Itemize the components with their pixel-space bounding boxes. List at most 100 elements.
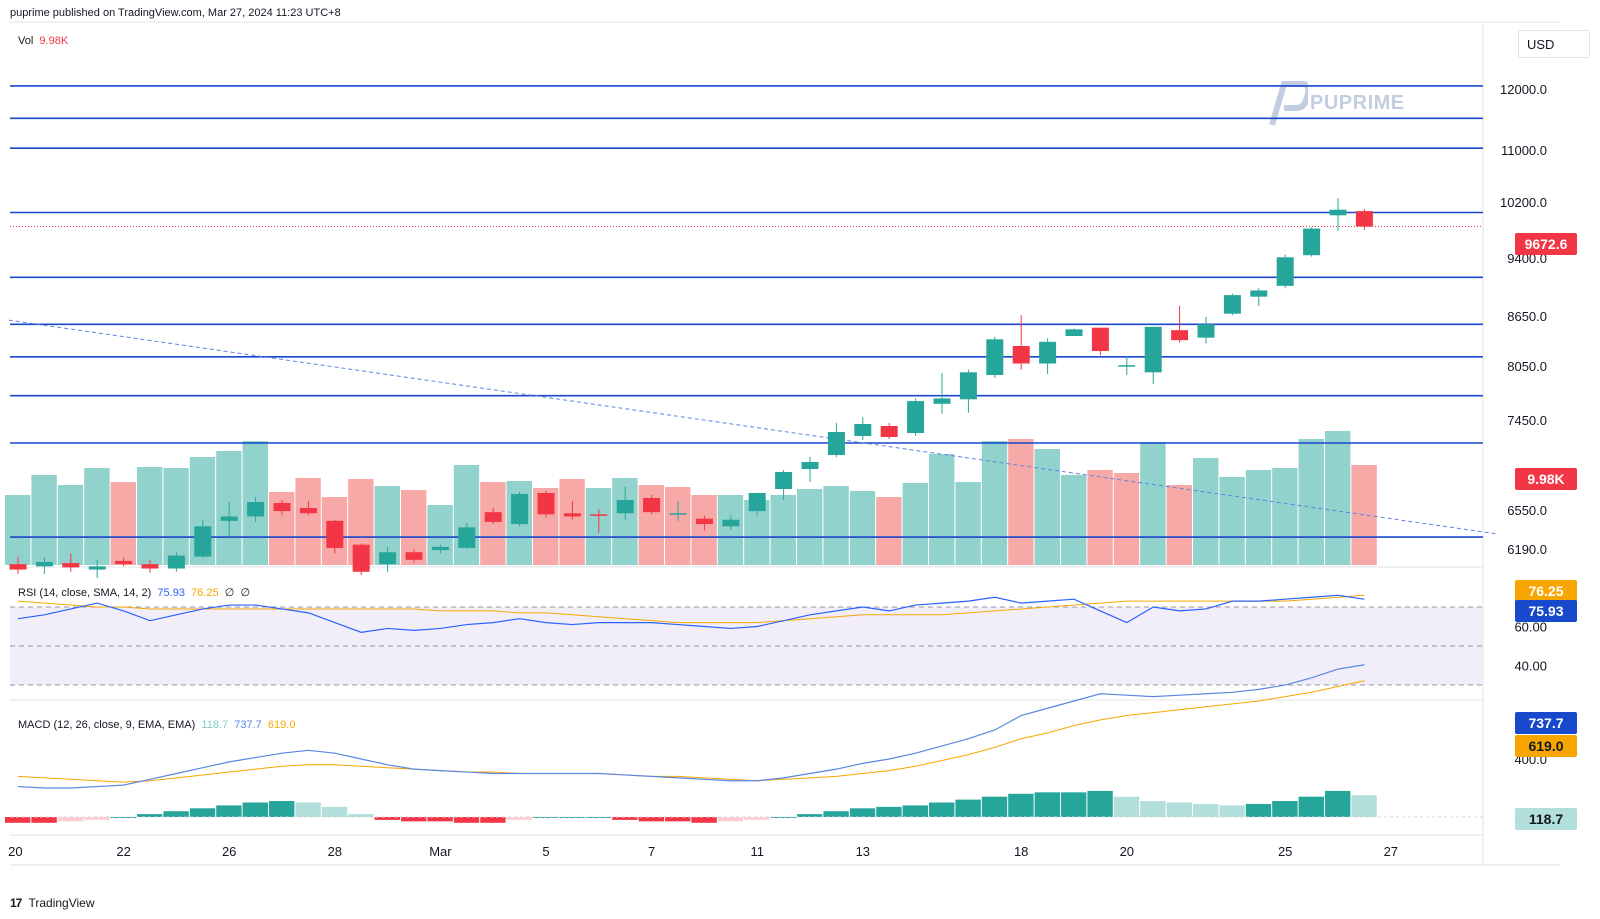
- volume-legend-value: 9.98K: [39, 35, 69, 47]
- candle-body: [1250, 290, 1268, 297]
- candle-body: [1091, 327, 1109, 351]
- macd-histogram-bar: [5, 817, 31, 823]
- macd-histogram-bar: [1193, 803, 1219, 817]
- time-tick-label: 28: [328, 844, 342, 859]
- macd-histogram-bar: [216, 805, 242, 817]
- rsi-tick-label: 60.00: [1514, 620, 1547, 635]
- macd-histogram-bar: [374, 817, 400, 820]
- time-tick-label: 22: [116, 844, 130, 859]
- time-tick-label: 20: [8, 844, 22, 859]
- macd-histogram-bar: [348, 814, 374, 817]
- candle-body: [1303, 228, 1321, 256]
- volume-bar: [1034, 449, 1060, 565]
- last-price-badge: 9672.6: [1515, 233, 1577, 255]
- volume-bar: [1008, 439, 1034, 565]
- time-tick-label: 27: [1384, 844, 1398, 859]
- macd-histogram-bar: [1087, 790, 1113, 817]
- macd-histogram-bar: [189, 808, 216, 817]
- candle-body: [1039, 341, 1057, 364]
- candle-body: [880, 426, 898, 437]
- candle-body: [748, 493, 766, 512]
- publish-info: puprime published on TradingView.com, Ma…: [10, 7, 341, 19]
- candle-body: [1276, 257, 1294, 286]
- macd-histogram-bar: [559, 817, 585, 818]
- volume-bar: [163, 468, 189, 565]
- time-tick-label: Mar: [429, 844, 452, 859]
- macd-histogram-bar: [955, 799, 981, 817]
- volume-bar: [902, 483, 928, 565]
- price-tick-label: 10200.0: [1500, 195, 1547, 210]
- macd-histogram-bar: [1245, 803, 1272, 817]
- candle-body: [167, 555, 185, 569]
- macd-legend-label: MACD (12, 26, close, 9, EMA, EMA): [18, 719, 196, 731]
- candle-body: [616, 500, 634, 514]
- currency-button[interactable]: USD: [1518, 30, 1590, 58]
- tradingview-brand: TradingView: [28, 896, 95, 910]
- macd-histogram-bar: [427, 817, 453, 822]
- volume-badge: 9.98K: [1515, 468, 1577, 490]
- candle-body: [194, 526, 212, 557]
- macd-histogram-bar: [1034, 792, 1060, 817]
- macd-histogram-bar: [638, 817, 664, 822]
- macd-histogram-bar: [1272, 801, 1298, 817]
- candle-body: [458, 527, 476, 548]
- candle-body: [88, 566, 106, 570]
- macd-histogram-bar: [401, 817, 427, 822]
- watermark-text: PUPRIME: [1310, 92, 1405, 114]
- macd-histogram-bar: [163, 811, 189, 817]
- candle-body: [1329, 209, 1347, 216]
- macd-histogram-bar: [981, 796, 1008, 817]
- tradingview-footer[interactable]: 17 TradingView: [10, 896, 95, 910]
- candle-body: [484, 512, 502, 522]
- volume-bar: [876, 497, 902, 565]
- candle-body: [115, 560, 133, 565]
- volume-bar: [110, 482, 136, 565]
- macd-line: [17, 664, 1365, 789]
- macd-histogram-bar: [31, 817, 57, 823]
- candle-body: [933, 398, 951, 404]
- rsi-legend: RSI (14, close, SMA, 14, 2) 75.93 76.25 …: [18, 586, 250, 599]
- macd-histogram-bar: [1113, 796, 1140, 817]
- macd-histogram-bar: [453, 817, 480, 823]
- macd-histogram-bar: [849, 808, 876, 817]
- time-tick-label: 26: [222, 844, 236, 859]
- volume-bar: [137, 467, 163, 565]
- candle-body: [643, 498, 661, 513]
- macd-histogram-bar: [110, 817, 136, 818]
- macd-histogram-bar: [902, 805, 928, 817]
- volume-bar: [31, 475, 57, 565]
- macd-histogram-bar: [665, 817, 691, 822]
- volume-bar: [981, 441, 1008, 565]
- macd-histogram-bar: [612, 817, 638, 820]
- macd-histogram-bar: [1061, 792, 1087, 817]
- rsi-badge: 75.93: [1515, 600, 1577, 622]
- trend-line: [8, 319, 1497, 535]
- macd-legend: MACD (12, 26, close, 9, EMA, EMA) 118.7 …: [18, 719, 295, 731]
- candle-body: [1355, 211, 1373, 227]
- candle-body: [801, 462, 819, 469]
- candle-body: [1223, 295, 1241, 314]
- time-tick-label: 25: [1278, 844, 1292, 859]
- macd-legend-value: 737.7: [234, 719, 262, 731]
- volume-bar: [559, 479, 585, 565]
- macd-histogram-bar: [929, 802, 955, 817]
- price-tick-label: 8050.0: [1507, 359, 1547, 374]
- candle-body: [907, 401, 925, 433]
- macd-histogram-bar: [876, 806, 902, 817]
- candle-body: [326, 520, 344, 548]
- macd-histogram-bar: [744, 817, 770, 820]
- candle-body: [775, 472, 793, 489]
- volume-bar: [57, 485, 84, 565]
- volume-legend: Vol 9.98K: [18, 35, 68, 47]
- candle-body: [247, 502, 265, 517]
- rsi-sma-legend-value: 76.25: [191, 587, 219, 599]
- candle-body: [405, 552, 423, 560]
- macd-histogram-bar: [1325, 790, 1351, 817]
- macd-histogram-bar: [506, 817, 532, 820]
- macd-histogram-bar: [137, 814, 163, 817]
- volume-bar: [770, 495, 796, 565]
- rsi-line: [17, 594, 1365, 633]
- macd-histogram-bar: [1298, 796, 1324, 817]
- volume-legend-label: Vol: [18, 35, 34, 47]
